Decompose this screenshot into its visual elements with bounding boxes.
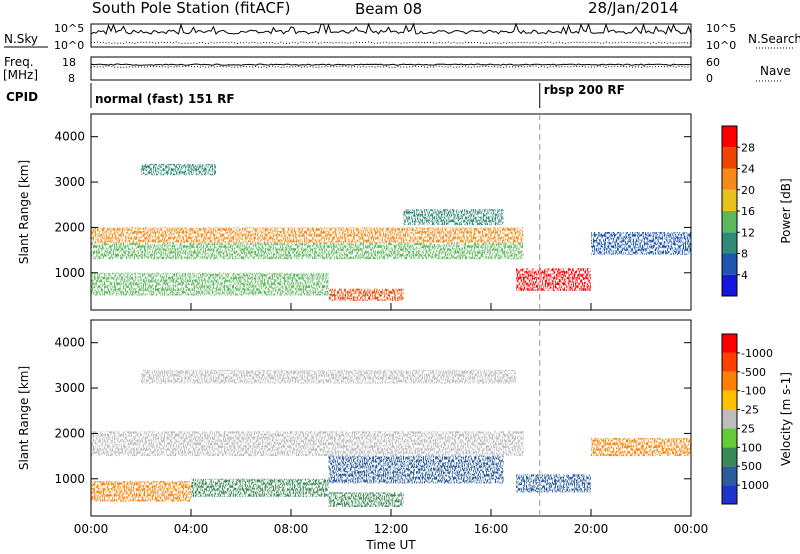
colorbar-swatch: [722, 409, 737, 429]
y-axis-label: Slant Range [km]: [17, 160, 31, 264]
colorbar-tick-label: 24: [741, 163, 755, 176]
y-tick-label: 2000: [54, 426, 85, 440]
power-panel: 1000 2000 3000 4000 Slant Range [km] 4 8 12 16 2…: [17, 113, 793, 311]
colorbar-swatch: [722, 189, 737, 211]
noise-left-tick-bottom: 10^0: [54, 39, 84, 52]
velocity-panel: 1000 2000 3000 4000 Slant Range [km] 1000 500…: [17, 319, 793, 517]
colorbar-swatch: [722, 147, 737, 169]
frequency-panel: Freq. [MHz] 18 8 60 0 Nave: [3, 55, 791, 85]
colorbar-tick-label: 25: [741, 422, 755, 435]
y-tick-label: 4000: [54, 130, 85, 144]
noise-right-tick-top: 10^5: [706, 22, 736, 35]
echo-region: [91, 227, 524, 244]
colorbar-tick-label: 1000: [741, 479, 769, 492]
colorbar-tick-label: 100: [741, 441, 762, 454]
y-tick-label: 3000: [54, 381, 85, 395]
x-tick-label: 12:00: [374, 522, 409, 536]
colorbar-label: Power [dB]: [779, 178, 793, 243]
noise-sky-trace: [90, 22, 692, 36]
echo-region: [516, 268, 591, 291]
x-tick-label: 16:00: [474, 522, 509, 536]
colorbar-tick-label: 20: [741, 184, 755, 197]
echo-region: [328, 456, 504, 484]
echo-region: [91, 243, 524, 260]
noise-search-label: N.Search: [748, 32, 800, 46]
echo-region: [591, 231, 691, 255]
station-title: South Pole Station (fitACF): [92, 0, 290, 17]
colorbar-swatch: [722, 352, 737, 372]
echo-region: [403, 209, 504, 226]
nave-label: Nave: [760, 64, 791, 78]
cpid-label: CPID: [6, 90, 38, 104]
freq-label-1: Freq.: [4, 55, 34, 69]
colorbar-tick-label: 4: [741, 269, 748, 282]
y-tick-label: 1000: [54, 266, 85, 280]
colorbar-tick-label: 8: [741, 248, 748, 261]
colorbar-swatch: [722, 232, 737, 254]
cpid-mode-rbsp: rbsp 200 RF: [544, 83, 625, 97]
echo-region: [191, 478, 329, 497]
x-tick-label: 00:00: [674, 522, 709, 536]
colorbar-tick-label: 16: [741, 205, 755, 218]
noise-right-tick-bottom: 10^0: [706, 39, 736, 52]
freq-right-tick-top: 60: [706, 56, 720, 69]
cpid-mode-normal: normal (fast) 151 RF: [95, 92, 235, 106]
frequency-trace: [90, 63, 691, 66]
colorbar-tick-label: 500: [741, 460, 762, 473]
noise-sky-label: N.Sky: [4, 32, 38, 46]
echo-region: [591, 437, 691, 457]
freq-right-tick-bottom: 0: [706, 72, 713, 85]
y-tick-label: 1000: [54, 472, 85, 486]
colorbar-swatch: [722, 390, 737, 410]
y-tick-label: 4000: [54, 336, 85, 350]
x-tick-label: 08:00: [274, 522, 309, 536]
y-axis-label: Slant Range [km]: [17, 366, 31, 470]
colorbar-tick-label: 12: [741, 226, 755, 239]
freq-left-tick-bottom: 8: [68, 72, 75, 85]
x-axis-label: Time UT: [365, 538, 416, 552]
nave-trace: [90, 65, 692, 69]
freq-label-2: [MHz]: [3, 68, 38, 82]
echo-region: [141, 369, 516, 384]
colorbar-swatch: [722, 466, 737, 486]
colorbar-swatch: [722, 126, 737, 148]
colorbar-swatch: [722, 253, 737, 275]
colorbar-swatch: [722, 211, 737, 233]
colorbar-swatch: [722, 168, 737, 190]
echo-region: [91, 481, 191, 502]
colorbar-swatch: [722, 485, 737, 504]
x-tick-label: 04:00: [174, 522, 209, 536]
colorbar-swatch: [722, 447, 737, 467]
y-tick-label: 2000: [54, 220, 85, 234]
y-tick-label: 3000: [54, 175, 85, 189]
cpid-panel: CPID normal (fast) 151 RF rbsp 200 RF: [6, 83, 625, 108]
echo-region: [328, 492, 404, 507]
echo-region: [91, 272, 329, 296]
noise-search-trace: [90, 41, 692, 45]
colorbar-swatch: [722, 428, 737, 448]
noise-panel: N.Sky 10^5 10^0 10^5 10^0 N.Search: [4, 22, 800, 52]
beam-label: Beam 08: [355, 0, 422, 18]
echo-region: [91, 431, 524, 457]
x-tick-label: 00:00: [74, 522, 109, 536]
echo-region: [516, 474, 591, 493]
colorbar-label: Velocity [m s-1]: [779, 372, 793, 466]
noise-left-tick-top: 10^5: [54, 22, 84, 35]
colorbar-swatch: [722, 371, 737, 391]
colorbar-tick-label: -100: [741, 385, 766, 398]
echo-region: [328, 288, 404, 301]
colorbar-tick-label: -500: [741, 366, 766, 379]
echo-region: [141, 163, 216, 176]
colorbar-tick-label: 28: [741, 141, 755, 154]
date-label: 28/Jan/2014: [588, 0, 679, 17]
colorbar-tick-label: -1000: [741, 347, 773, 360]
colorbar-swatch: [722, 334, 737, 353]
x-tick-label: 20:00: [574, 522, 609, 536]
colorbar-tick-label: -25: [741, 404, 759, 417]
colorbar-swatch: [722, 274, 737, 296]
freq-left-tick-top: 18: [62, 56, 76, 69]
